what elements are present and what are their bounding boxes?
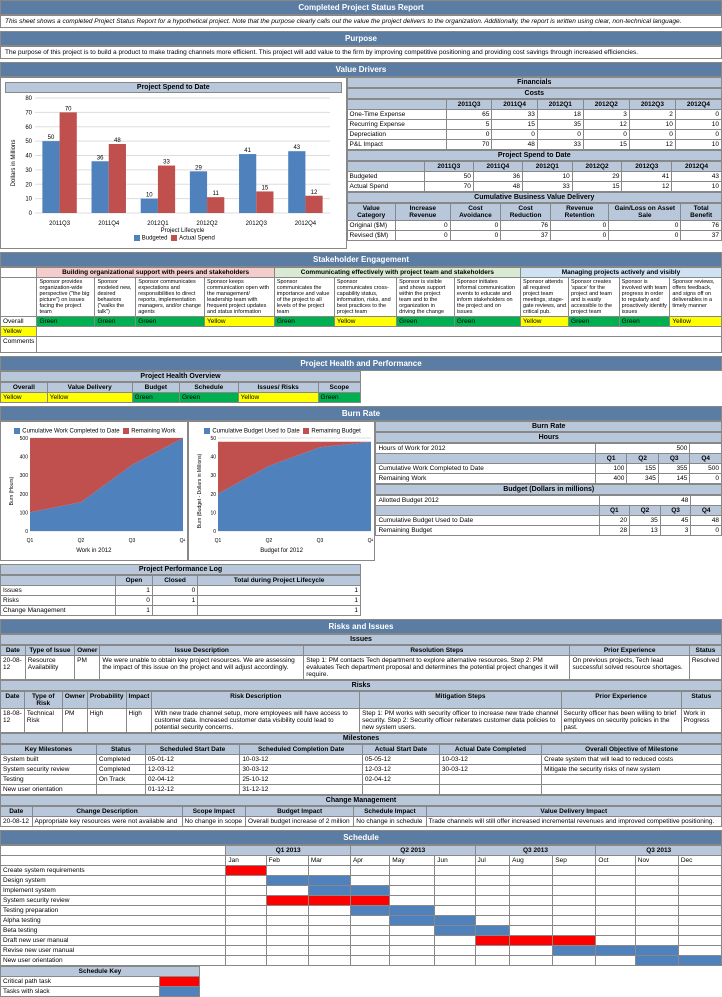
change-table: DateChange DescriptionScope ImpactBudget…	[0, 806, 722, 827]
svg-text:41: 41	[244, 148, 251, 154]
svg-text:2012Q1: 2012Q1	[147, 221, 169, 227]
main-desc: This sheet shows a completed Project Sta…	[0, 15, 722, 28]
budget-title: Budget (Dollars in millions)	[375, 484, 722, 495]
svg-text:Q3: Q3	[129, 538, 136, 544]
health-overview-title: Project Health Overview	[0, 371, 361, 382]
svg-text:40: 40	[210, 455, 216, 461]
svg-text:2012Q2: 2012Q2	[196, 221, 218, 227]
svg-text:2012Q4: 2012Q4	[295, 221, 317, 227]
issues-title: Issues	[0, 634, 722, 645]
budget-table: Allotted Budget 201248Q1Q2Q3Q4Cumulative…	[375, 495, 722, 536]
perf-log-table: OpenClosedTotal during Project Lifecycle…	[0, 575, 361, 616]
issues-table: DateType of IssueOwnerIssue DescriptionR…	[0, 645, 722, 680]
costs-table: 2011Q32011Q42012Q12012Q22012Q32012Q4One-…	[347, 99, 722, 150]
svg-text:Q1: Q1	[214, 538, 221, 544]
risks-title: Risks and Issues	[0, 619, 722, 634]
svg-text:Q4: Q4	[180, 538, 185, 544]
svg-text:Q2: Q2	[265, 538, 272, 544]
svg-text:Q4: Q4	[367, 538, 372, 544]
svg-text:50: 50	[48, 135, 55, 141]
svg-text:29: 29	[195, 165, 202, 171]
svg-text:200: 200	[20, 492, 29, 498]
svg-text:10: 10	[25, 197, 32, 203]
hours-table: Hours of Work for 2012500Q1Q2Q3Q4Cumulat…	[375, 443, 722, 484]
health-table: OverallValue DeliveryBudgetScheduleIssue…	[0, 382, 361, 403]
svg-text:2011Q3: 2011Q3	[49, 221, 71, 227]
svg-text:2011Q4: 2011Q4	[98, 221, 120, 227]
svg-text:Burn (Hours): Burn (Hours)	[9, 477, 15, 506]
milestones-table: Key MilestonesStatusScheduled Start Date…	[0, 744, 722, 795]
svg-text:Dollars in Millions: Dollars in Millions	[11, 140, 17, 187]
svg-text:15: 15	[262, 185, 269, 191]
svg-text:70: 70	[65, 106, 72, 112]
svg-text:100: 100	[20, 511, 29, 517]
milestones-title: Milestones	[0, 733, 722, 744]
schedule-key: Schedule KeyCritical path taskTasks with…	[0, 966, 200, 997]
burn-chart-2: Cumulative Budget Used to Date Remaining…	[188, 421, 376, 562]
svg-text:80: 80	[25, 96, 32, 102]
svg-text:Burn (Budget - Dollars in Mill: Burn (Budget - Dollars in Millions)	[197, 454, 203, 529]
svg-text:30: 30	[210, 473, 216, 479]
spend-chart-title: Project Spend to Date	[5, 82, 342, 93]
svg-text:2012Q3: 2012Q3	[246, 221, 268, 227]
costs-title: Costs	[347, 88, 722, 99]
burn1-xlabel: Work in 2012	[5, 546, 183, 556]
spend-table: 2011Q32011Q42012Q12012Q22012Q32012Q4Budg…	[347, 161, 722, 192]
svg-text:0: 0	[213, 529, 216, 535]
svg-text:30: 30	[25, 168, 32, 174]
svg-text:40: 40	[25, 154, 32, 160]
burn-rate-label: Burn Rate	[375, 421, 722, 432]
financials-panel: Financials Costs 2011Q32011Q42012Q12012Q…	[347, 77, 722, 249]
svg-text:50: 50	[25, 139, 32, 145]
purpose-title: Purpose	[0, 31, 722, 46]
burn2-xlabel: Budget for 2012	[193, 546, 371, 556]
svg-text:43: 43	[293, 145, 300, 151]
svg-text:500: 500	[20, 436, 29, 442]
health-title: Project Health and Performance	[0, 356, 722, 371]
schedule-title: Schedule	[0, 830, 722, 845]
stakeholder-title: Stakeholder Engagement	[0, 252, 722, 267]
svg-text:Project Lifecycle: Project Lifecycle	[161, 228, 205, 233]
svg-text:10: 10	[210, 511, 216, 517]
svg-text:70: 70	[25, 110, 32, 116]
svg-text:20: 20	[25, 182, 32, 188]
hours-title: Hours	[375, 432, 722, 443]
svg-text:0: 0	[29, 211, 33, 217]
spend-table-title: Project Spend to Date	[347, 150, 722, 161]
svg-text:Q3: Q3	[316, 538, 323, 544]
purpose-text: The purpose of this project is to build …	[0, 46, 722, 59]
financials-title: Financials	[347, 77, 722, 88]
value-drivers-title: Value Drivers	[0, 62, 722, 77]
spend-chart: Project Spend to Date 0 10 20 30 40 50 60 70 80 5…	[0, 77, 347, 249]
svg-text:33: 33	[163, 160, 170, 166]
svg-text:10: 10	[146, 193, 153, 199]
svg-text:Q1: Q1	[27, 538, 34, 544]
svg-text:20: 20	[210, 492, 216, 498]
svg-text:400: 400	[20, 455, 29, 461]
cbvd-table: Value CategoryIncrease RevenueCost Avoid…	[347, 203, 722, 241]
stakeholder-table: Building organizational support with pee…	[0, 267, 722, 353]
perf-log-title: Project Performance Log	[0, 564, 361, 575]
svg-text:60: 60	[25, 125, 32, 131]
cbvd-title: Cumulative Business Value Delivery	[347, 192, 722, 203]
burn-chart-1: Cumulative Work Completed to Date Remain…	[0, 421, 188, 562]
spend-legend: Budgeted Actual Spend	[5, 233, 342, 244]
svg-text:36: 36	[97, 155, 104, 161]
risk-title: Risks	[0, 680, 722, 691]
change-title: Change Management	[0, 795, 722, 806]
svg-text:48: 48	[114, 138, 121, 144]
risk-table: DateType of RiskOwnerProbabilityImpactRi…	[0, 691, 722, 733]
svg-text:0: 0	[25, 529, 28, 535]
schedule-table: Q1 2013Q2 2013Q3 2013Q3 2013JanFebMarApr…	[0, 845, 722, 966]
svg-text:Q2: Q2	[78, 538, 85, 544]
svg-text:300: 300	[20, 473, 29, 479]
svg-text:12: 12	[311, 190, 318, 196]
svg-text:50: 50	[210, 436, 216, 442]
burn-title: Burn Rate	[0, 406, 722, 421]
burn-tables: Burn Rate Hours Hours of Work for 201250…	[375, 421, 722, 562]
main-title: Completed Project Status Report	[0, 0, 722, 15]
svg-text:11: 11	[213, 191, 220, 197]
